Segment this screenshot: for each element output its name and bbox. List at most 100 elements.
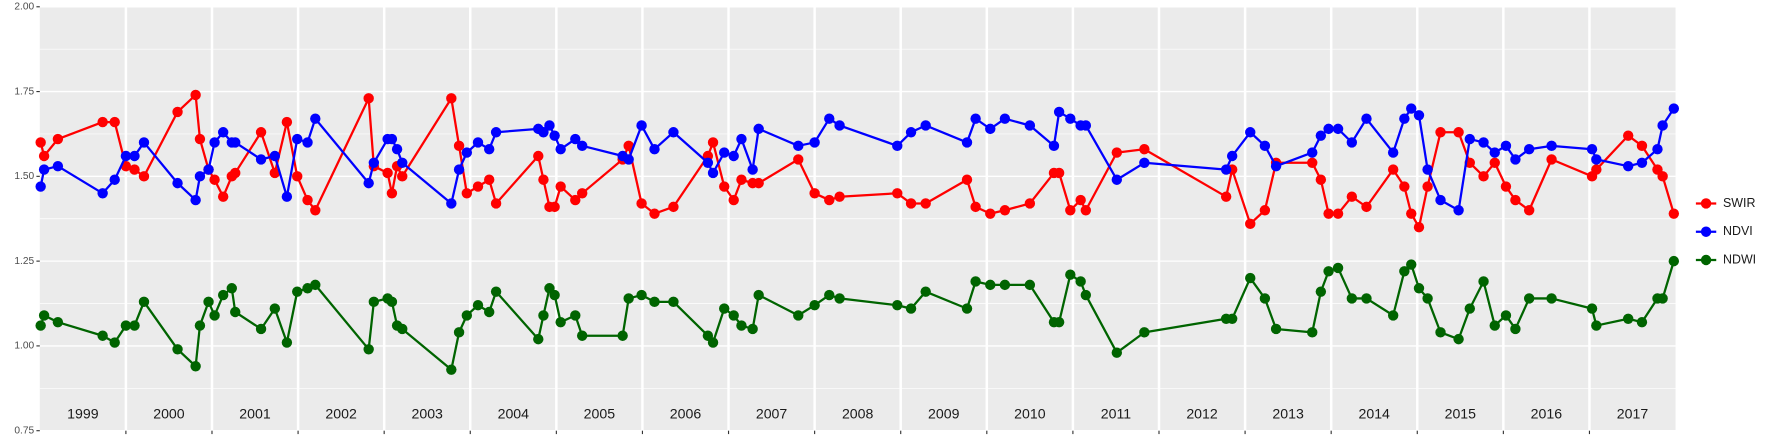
data-point — [1586, 144, 1598, 155]
data-point — [1315, 130, 1327, 141]
data-point — [363, 93, 374, 104]
data-point — [736, 174, 747, 185]
data-point — [1139, 327, 1150, 338]
data-point — [834, 293, 845, 304]
x-tick-label: 2001 — [239, 406, 271, 422]
data-point — [1387, 164, 1399, 175]
data-point — [172, 177, 183, 189]
data-point — [1478, 171, 1489, 182]
data-point — [302, 137, 313, 148]
data-point — [190, 361, 201, 372]
data-point — [1315, 174, 1327, 185]
data-point — [453, 327, 465, 338]
x-tick-label: 2012 — [1186, 406, 1218, 422]
data-point — [35, 181, 46, 192]
data-point — [292, 286, 303, 297]
data-point — [302, 194, 313, 206]
data-point — [728, 150, 739, 162]
data-point — [570, 310, 581, 321]
data-point — [920, 286, 931, 297]
data-point — [97, 188, 108, 199]
x-tick-label: 2013 — [1272, 406, 1304, 422]
data-point — [461, 310, 473, 321]
data-point — [1065, 113, 1076, 124]
data-point — [1591, 154, 1602, 165]
data-point — [1478, 137, 1489, 148]
data-point — [809, 137, 820, 148]
data-point — [255, 154, 267, 165]
data-point — [281, 191, 293, 202]
data-point — [834, 191, 845, 202]
data-point — [484, 144, 495, 155]
x-tick-label: 2006 — [670, 406, 702, 422]
data-point — [1622, 130, 1634, 141]
legend-label: SWIR — [1723, 196, 1755, 210]
data-point — [172, 106, 183, 118]
data-point — [386, 296, 398, 308]
data-point — [1523, 205, 1535, 216]
x-tick-label: 2010 — [1014, 406, 1046, 422]
data-point — [490, 286, 502, 297]
data-point — [453, 164, 465, 175]
data-point — [1523, 144, 1535, 155]
data-point — [1111, 174, 1123, 185]
data-point — [446, 364, 457, 375]
data-point — [1435, 127, 1446, 138]
data-point — [999, 279, 1011, 291]
data-point — [35, 320, 46, 331]
data-point — [397, 157, 408, 168]
data-point — [217, 289, 229, 301]
data-point — [1406, 208, 1417, 219]
data-point — [649, 144, 660, 155]
data-point — [970, 113, 981, 124]
data-point — [668, 127, 679, 138]
data-point — [753, 177, 764, 189]
data-point — [1323, 266, 1334, 277]
data-point — [1422, 181, 1433, 192]
data-point — [533, 150, 544, 162]
data-point — [461, 188, 473, 199]
data-point — [386, 188, 398, 199]
data-point — [382, 167, 393, 179]
data-point — [793, 140, 804, 152]
data-point — [1435, 327, 1446, 338]
data-point — [1387, 147, 1399, 158]
data-point — [824, 289, 835, 301]
data-point — [129, 320, 140, 331]
data-point — [1361, 201, 1372, 213]
data-point — [1478, 276, 1489, 287]
x-tick-label: 2009 — [928, 406, 960, 422]
data-point — [1500, 140, 1512, 152]
data-point — [138, 137, 150, 148]
data-point — [1399, 181, 1410, 192]
data-point — [1226, 150, 1238, 162]
data-point — [719, 303, 730, 314]
data-point — [1139, 144, 1150, 155]
data-point — [129, 164, 140, 175]
data-point — [230, 167, 241, 179]
data-point — [1048, 140, 1060, 152]
x-tick-label: 2005 — [584, 406, 616, 422]
data-point — [549, 289, 560, 301]
data-point — [97, 330, 108, 341]
data-point — [302, 283, 313, 294]
data-point — [194, 320, 206, 331]
data-point — [484, 174, 495, 185]
data-point — [490, 127, 502, 138]
legend-key-point — [1700, 254, 1712, 266]
data-point — [209, 174, 220, 185]
data-point — [120, 150, 132, 162]
data-point — [363, 344, 374, 355]
x-tick-label: 1999 — [67, 406, 99, 422]
data-point — [1307, 327, 1318, 338]
data-point — [970, 201, 981, 213]
data-point — [1636, 140, 1648, 152]
data-point — [555, 316, 566, 328]
data-point — [1399, 266, 1410, 277]
x-tick-label: 2011 — [1101, 406, 1132, 422]
x-tick-label: 2002 — [325, 406, 357, 422]
data-point — [1307, 147, 1318, 158]
data-point — [1413, 110, 1425, 121]
data-point — [747, 164, 758, 175]
data-point — [1024, 120, 1036, 131]
